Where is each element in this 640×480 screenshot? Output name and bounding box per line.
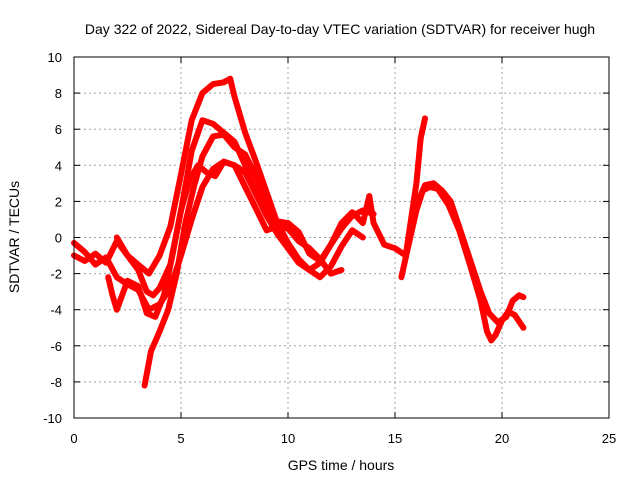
y-tick-label: 8 bbox=[55, 86, 62, 101]
y-tick-label: 2 bbox=[55, 194, 62, 209]
series-line-5 bbox=[105, 158, 291, 320]
x-tick-label: 15 bbox=[388, 431, 402, 446]
y-tick-label: 6 bbox=[55, 122, 62, 137]
y-tick-label: -4 bbox=[50, 303, 62, 318]
y-tick-label: -10 bbox=[43, 411, 62, 426]
series-line-7 bbox=[413, 180, 527, 326]
series-group bbox=[71, 75, 527, 389]
x-tick-label: 25 bbox=[602, 431, 616, 446]
y-tick-label: 0 bbox=[55, 231, 62, 246]
y-tick-labels: -10 -8 -6 -4 -2 0 2 4 6 8 10 bbox=[43, 50, 62, 426]
x-tick-labels: 0 5 10 15 20 25 bbox=[70, 431, 616, 446]
x-axis-title: GPS time / hours bbox=[288, 457, 395, 473]
chart-title: Day 322 of 2022, Sidereal Day-to-day VTE… bbox=[85, 21, 595, 37]
y-tick-label: -8 bbox=[50, 375, 62, 390]
y-tick-label: 4 bbox=[55, 158, 62, 173]
x-tick-label: 10 bbox=[281, 431, 295, 446]
y-tick-label: -6 bbox=[50, 339, 62, 354]
axis-ticks bbox=[73, 56, 610, 419]
y-tick-label: 10 bbox=[48, 50, 62, 65]
series-line-4 bbox=[141, 131, 377, 389]
y-tick-label: -2 bbox=[50, 267, 62, 282]
x-tick-label: 0 bbox=[70, 431, 77, 446]
x-tick-label: 5 bbox=[177, 431, 184, 446]
series-line-3 bbox=[113, 75, 428, 277]
grid-lines bbox=[74, 57, 609, 418]
x-tick-label: 20 bbox=[495, 431, 509, 446]
y-axis-title: SDTVAR / TECUs bbox=[6, 181, 22, 293]
